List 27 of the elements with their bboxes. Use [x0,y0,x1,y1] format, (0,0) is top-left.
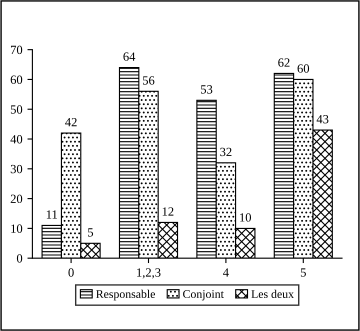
y-tick-label: 30 [10,164,22,174]
x-tick-label: 4 [223,268,229,277]
data-label: 12 [162,207,174,216]
y-tick-label: 10 [11,224,22,233]
y-tick-label: 40 [10,135,22,144]
data-label: 60 [298,64,310,73]
y-tick-label: 50 [10,105,22,114]
x-tick-label: 0 [68,268,74,277]
y-tick-label: 0 [16,254,22,263]
legend-label: Responsable [96,290,156,300]
data-label: 62 [278,58,290,67]
x-tick-label: 1,2,3 [137,268,161,278]
data-label: 42 [65,118,77,126]
data-label: 10 [240,213,252,222]
data-label: 64 [123,52,136,61]
legend-label: Conjoint [183,290,224,300]
y-tick-label: 70 [11,46,22,54]
legend-label: Les deux [251,290,294,298]
data-label: 11 [46,210,58,219]
y-tick-label: 20 [10,194,22,204]
data-label: 32 [220,148,232,156]
data-label: 56 [142,76,154,85]
data-label: 53 [201,85,212,94]
data-label: 5 [88,228,94,237]
y-tick-label: 60 [10,75,22,84]
x-tick-label: 5 [300,268,306,277]
data-label: 43 [316,114,328,124]
